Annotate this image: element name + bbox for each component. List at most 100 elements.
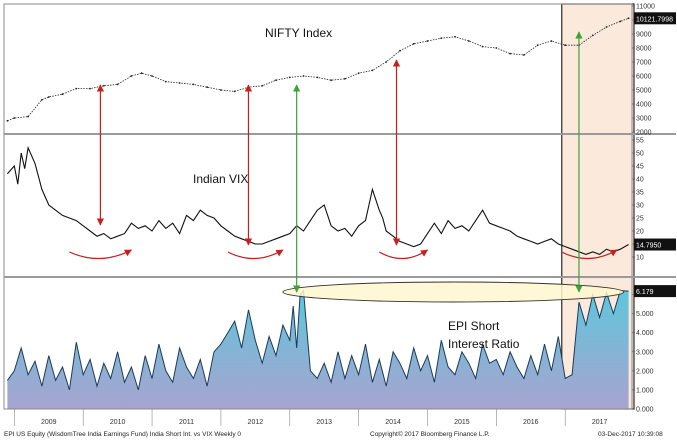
x-year-label: 2014 <box>385 419 401 426</box>
y-tick-label: 6000 <box>636 74 652 81</box>
y-tick-label: 7000 <box>636 60 652 67</box>
x-axis: 2009 2010 2011 2012 2013 2014 2015 2016 2017 <box>4 408 632 426</box>
nifty-point <box>440 37 443 40</box>
y-tick-label: 50 <box>636 151 644 158</box>
last-value-text: 14.7950 <box>636 243 661 250</box>
nifty-point <box>550 40 553 42</box>
x-year-label: 2009 <box>41 419 57 426</box>
nifty-point <box>164 80 167 83</box>
nifty-point <box>130 75 133 77</box>
nifty-point <box>13 117 16 119</box>
last-value-box <box>634 238 676 251</box>
x-year-label: 2013 <box>316 419 332 426</box>
y-tick-label: 5000 <box>636 88 652 95</box>
x-year-label: 2011 <box>179 419 194 426</box>
y-tick-label: 40 <box>636 177 644 184</box>
y-tick-label: 4000 <box>636 102 652 109</box>
nifty-point <box>6 119 9 122</box>
nifty-point <box>261 84 264 87</box>
vix-panel <box>6 145 629 256</box>
red-curved-arrow <box>227 249 284 260</box>
nifty-point <box>426 40 429 42</box>
x-year-label: 2010 <box>110 419 126 426</box>
nifty-point <box>102 84 105 87</box>
y-tick-label: 30 <box>636 203 644 210</box>
epi-area-fill <box>7 290 629 409</box>
nifty-title: NIFTY Index <box>265 26 332 40</box>
nifty-point <box>564 44 567 47</box>
nifty-point <box>385 61 388 63</box>
footer-copyright: Copyright© 2017 Bloomberg Finance L.P. <box>370 430 490 438</box>
y-tick-label: 4.000 <box>636 330 654 337</box>
red-curved-arrow <box>561 249 618 260</box>
nifty-point <box>206 86 209 89</box>
nifty-point <box>619 20 622 23</box>
y-tick-label: 35 <box>636 190 644 197</box>
nifty-point <box>233 90 236 93</box>
footer-timestamp: 03-Dec-2017 10:39:08 <box>598 431 663 438</box>
epi-title-line1: EPI Short <box>448 319 500 333</box>
nifty-point <box>192 83 195 86</box>
nifty-point <box>591 34 594 37</box>
nifty-point <box>89 87 91 90</box>
last-value-text: 10121.7998 <box>636 16 673 23</box>
nifty-point <box>495 47 498 49</box>
y-tick-label: 10 <box>636 255 644 262</box>
x-year-label: 2015 <box>454 419 470 426</box>
epi-panel <box>6 289 629 409</box>
nifty-point <box>40 98 43 101</box>
y-tick-label: 3000 <box>636 116 652 123</box>
nifty-point <box>509 52 512 55</box>
x-year-label: 2012 <box>248 419 264 426</box>
nifty-point <box>75 87 78 90</box>
nifty-point <box>467 40 470 42</box>
nifty-point <box>275 79 277 82</box>
nifty-point <box>27 115 30 118</box>
nifty-point <box>536 44 539 47</box>
nifty-point <box>140 72 143 75</box>
nifty-point <box>178 82 181 84</box>
nifty-point <box>302 75 305 77</box>
nifty-point <box>357 72 360 75</box>
nifty-point <box>151 75 153 77</box>
epi-series-line <box>6 289 629 391</box>
y-axes: 1100010000900080007000600050004000300020… <box>632 4 676 414</box>
nifty-point <box>399 49 401 52</box>
footer-left: EPI US Equity (WisdomTree India Earnings… <box>4 431 241 438</box>
nifty-point <box>605 26 608 28</box>
nifty-point <box>116 83 119 86</box>
y-tick-label: 9000 <box>636 32 652 39</box>
nifty-point <box>61 93 64 96</box>
y-tick-label: 0.000 <box>636 407 654 414</box>
nifty-point <box>288 76 291 79</box>
nifty-point <box>412 42 415 45</box>
x-year-label: 2016 <box>523 419 539 426</box>
y-tick-label: 11000 <box>636 4 655 11</box>
y-tick-label: 55 <box>636 138 644 145</box>
nifty-point <box>316 76 319 79</box>
last-value-badge: 6.179 <box>634 285 676 298</box>
vix-series-line <box>6 145 629 256</box>
annotations <box>69 31 625 303</box>
x-year-label: 2017 <box>592 419 608 426</box>
last-value-box <box>634 12 676 25</box>
last-value-text: 6.179 <box>636 289 654 296</box>
red-curved-arrow <box>378 249 429 260</box>
y-tick-label: 8000 <box>636 46 652 53</box>
y-tick-label: 20 <box>636 229 644 236</box>
last-value-badge: 14.7950 <box>634 238 676 251</box>
red-curved-arrow <box>69 249 133 260</box>
nifty-point <box>627 17 630 20</box>
nifty-point <box>454 35 456 38</box>
nifty-panel <box>6 17 630 122</box>
nifty-point <box>343 77 346 80</box>
nifty-point <box>371 69 374 72</box>
nifty-point <box>522 54 525 56</box>
y-tick-label: 25 <box>636 216 644 223</box>
y-tick-label: 45 <box>636 164 644 171</box>
y-tick-label: 2000 <box>636 130 652 137</box>
y-tick-label: 5.000 <box>636 311 654 318</box>
y-tick-label: 1.000 <box>636 387 654 394</box>
nifty-point <box>481 45 484 48</box>
y-tick-label: 3.000 <box>636 349 654 356</box>
